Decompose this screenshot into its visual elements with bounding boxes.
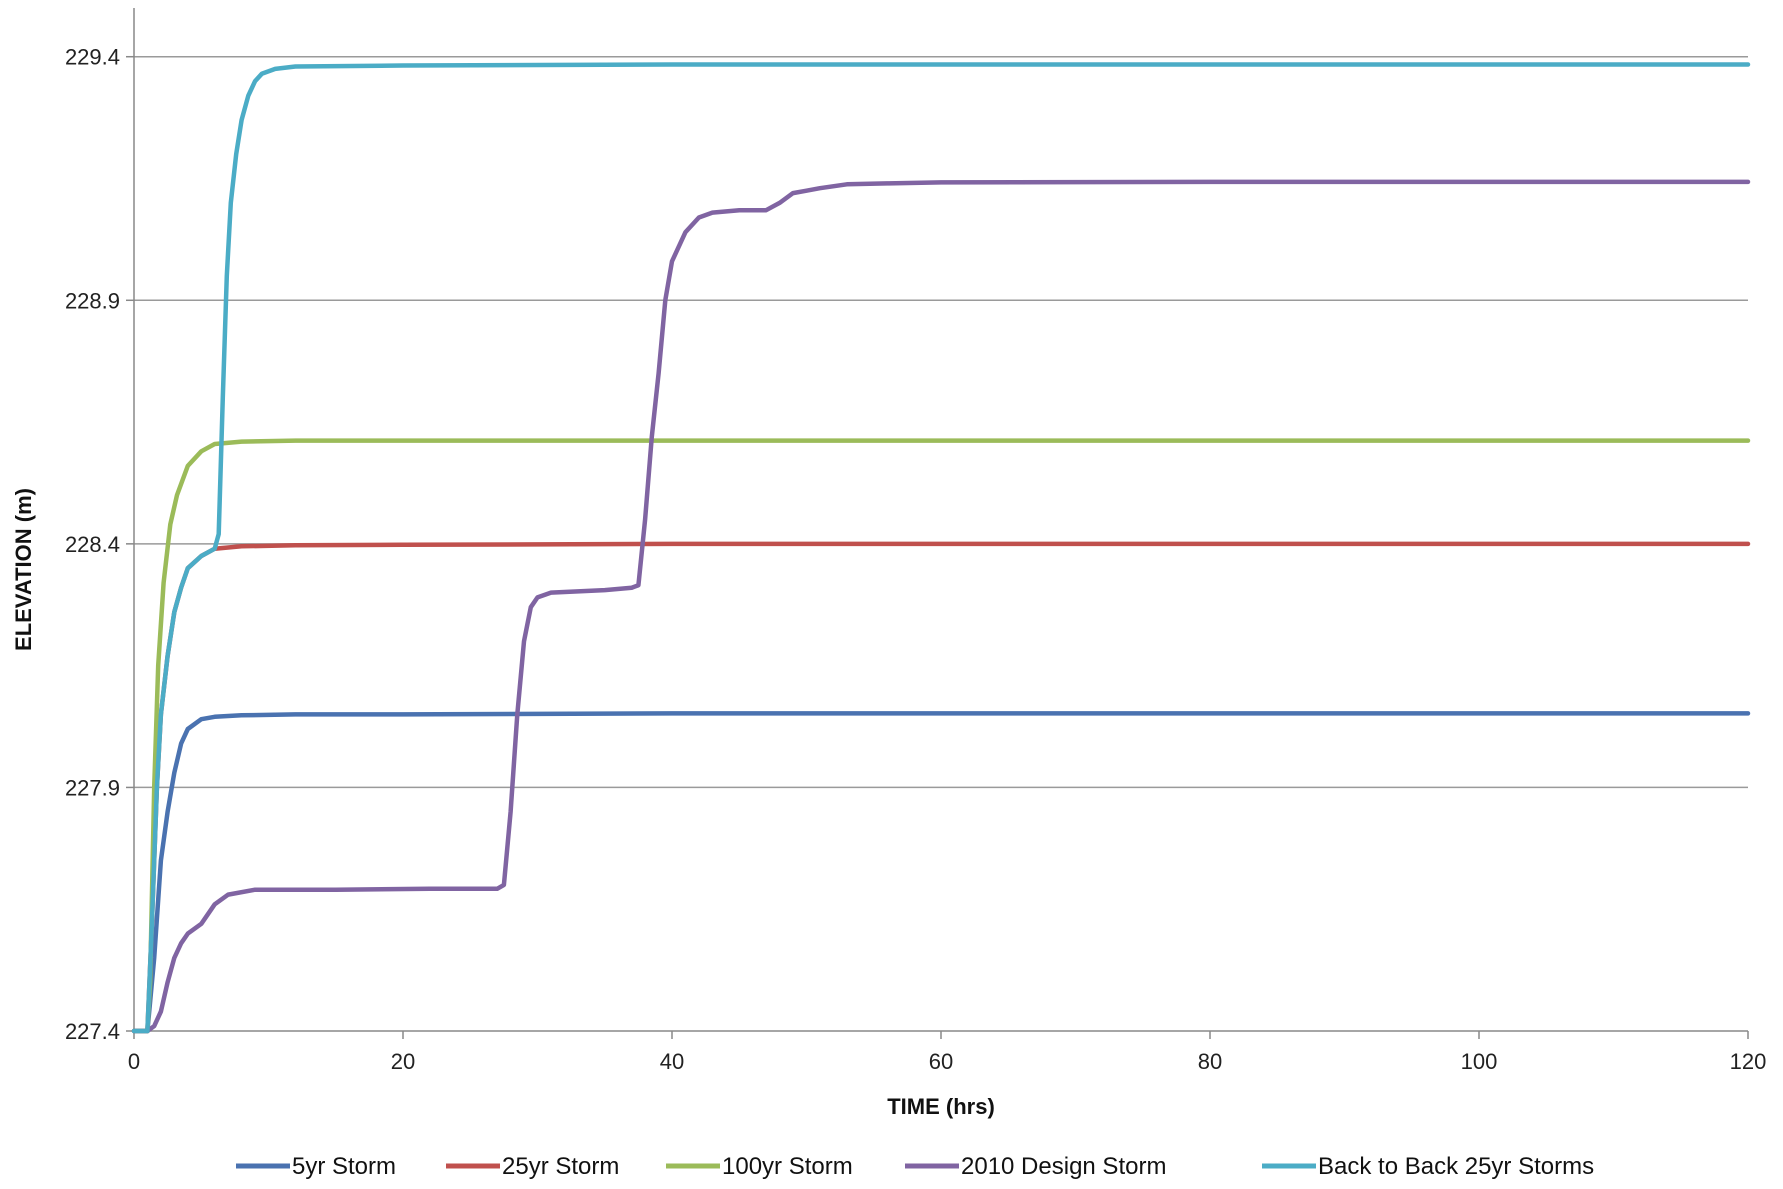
series-lines	[131, 62, 1751, 1034]
x-tick-label: 80	[1198, 1049, 1222, 1074]
x-tick-label: 60	[929, 1049, 953, 1074]
series-line-4	[131, 179, 1751, 1034]
series-line-5	[131, 62, 1751, 1034]
y-tick-label: 228.9	[65, 288, 120, 313]
x-tick-label: 120	[1730, 1049, 1767, 1074]
legend-label-3: 100yr Storm	[722, 1153, 853, 1180]
y-tick-label: 227.4	[65, 1019, 120, 1044]
x-axis-title: TIME (hrs)	[887, 1094, 995, 1119]
gridlines	[134, 55, 1748, 789]
x-tick-label: 0	[128, 1049, 140, 1074]
legend-label-2: 25yr Storm	[502, 1153, 619, 1180]
legend-label-1: 5yr Storm	[292, 1153, 396, 1180]
y-tick-label: 228.4	[65, 532, 120, 557]
series-line-3	[131, 438, 1751, 1034]
tick-labels: 227.4 227.9 228.4 228.9 229.4 0 20 40 60 80 100 120	[65, 45, 1766, 1074]
axes	[126, 8, 1749, 1039]
series-line-1	[131, 711, 1751, 1034]
x-tick-label: 100	[1461, 1049, 1498, 1074]
y-axis-title: ELEVATION (m)	[11, 488, 36, 651]
x-tick-label: 20	[391, 1049, 415, 1074]
legend-label-4: 2010 Design Storm	[961, 1153, 1166, 1180]
y-tick-label: 229.4	[65, 45, 120, 70]
legend-label-5: Back to Back 25yr Storms	[1318, 1153, 1594, 1180]
x-tick-label: 40	[660, 1049, 684, 1074]
legend: 5yr Storm 25yr Storm 100yr Storm 2010 Desig…	[236, 1153, 1594, 1180]
y-tick-label: 227.9	[65, 775, 120, 800]
